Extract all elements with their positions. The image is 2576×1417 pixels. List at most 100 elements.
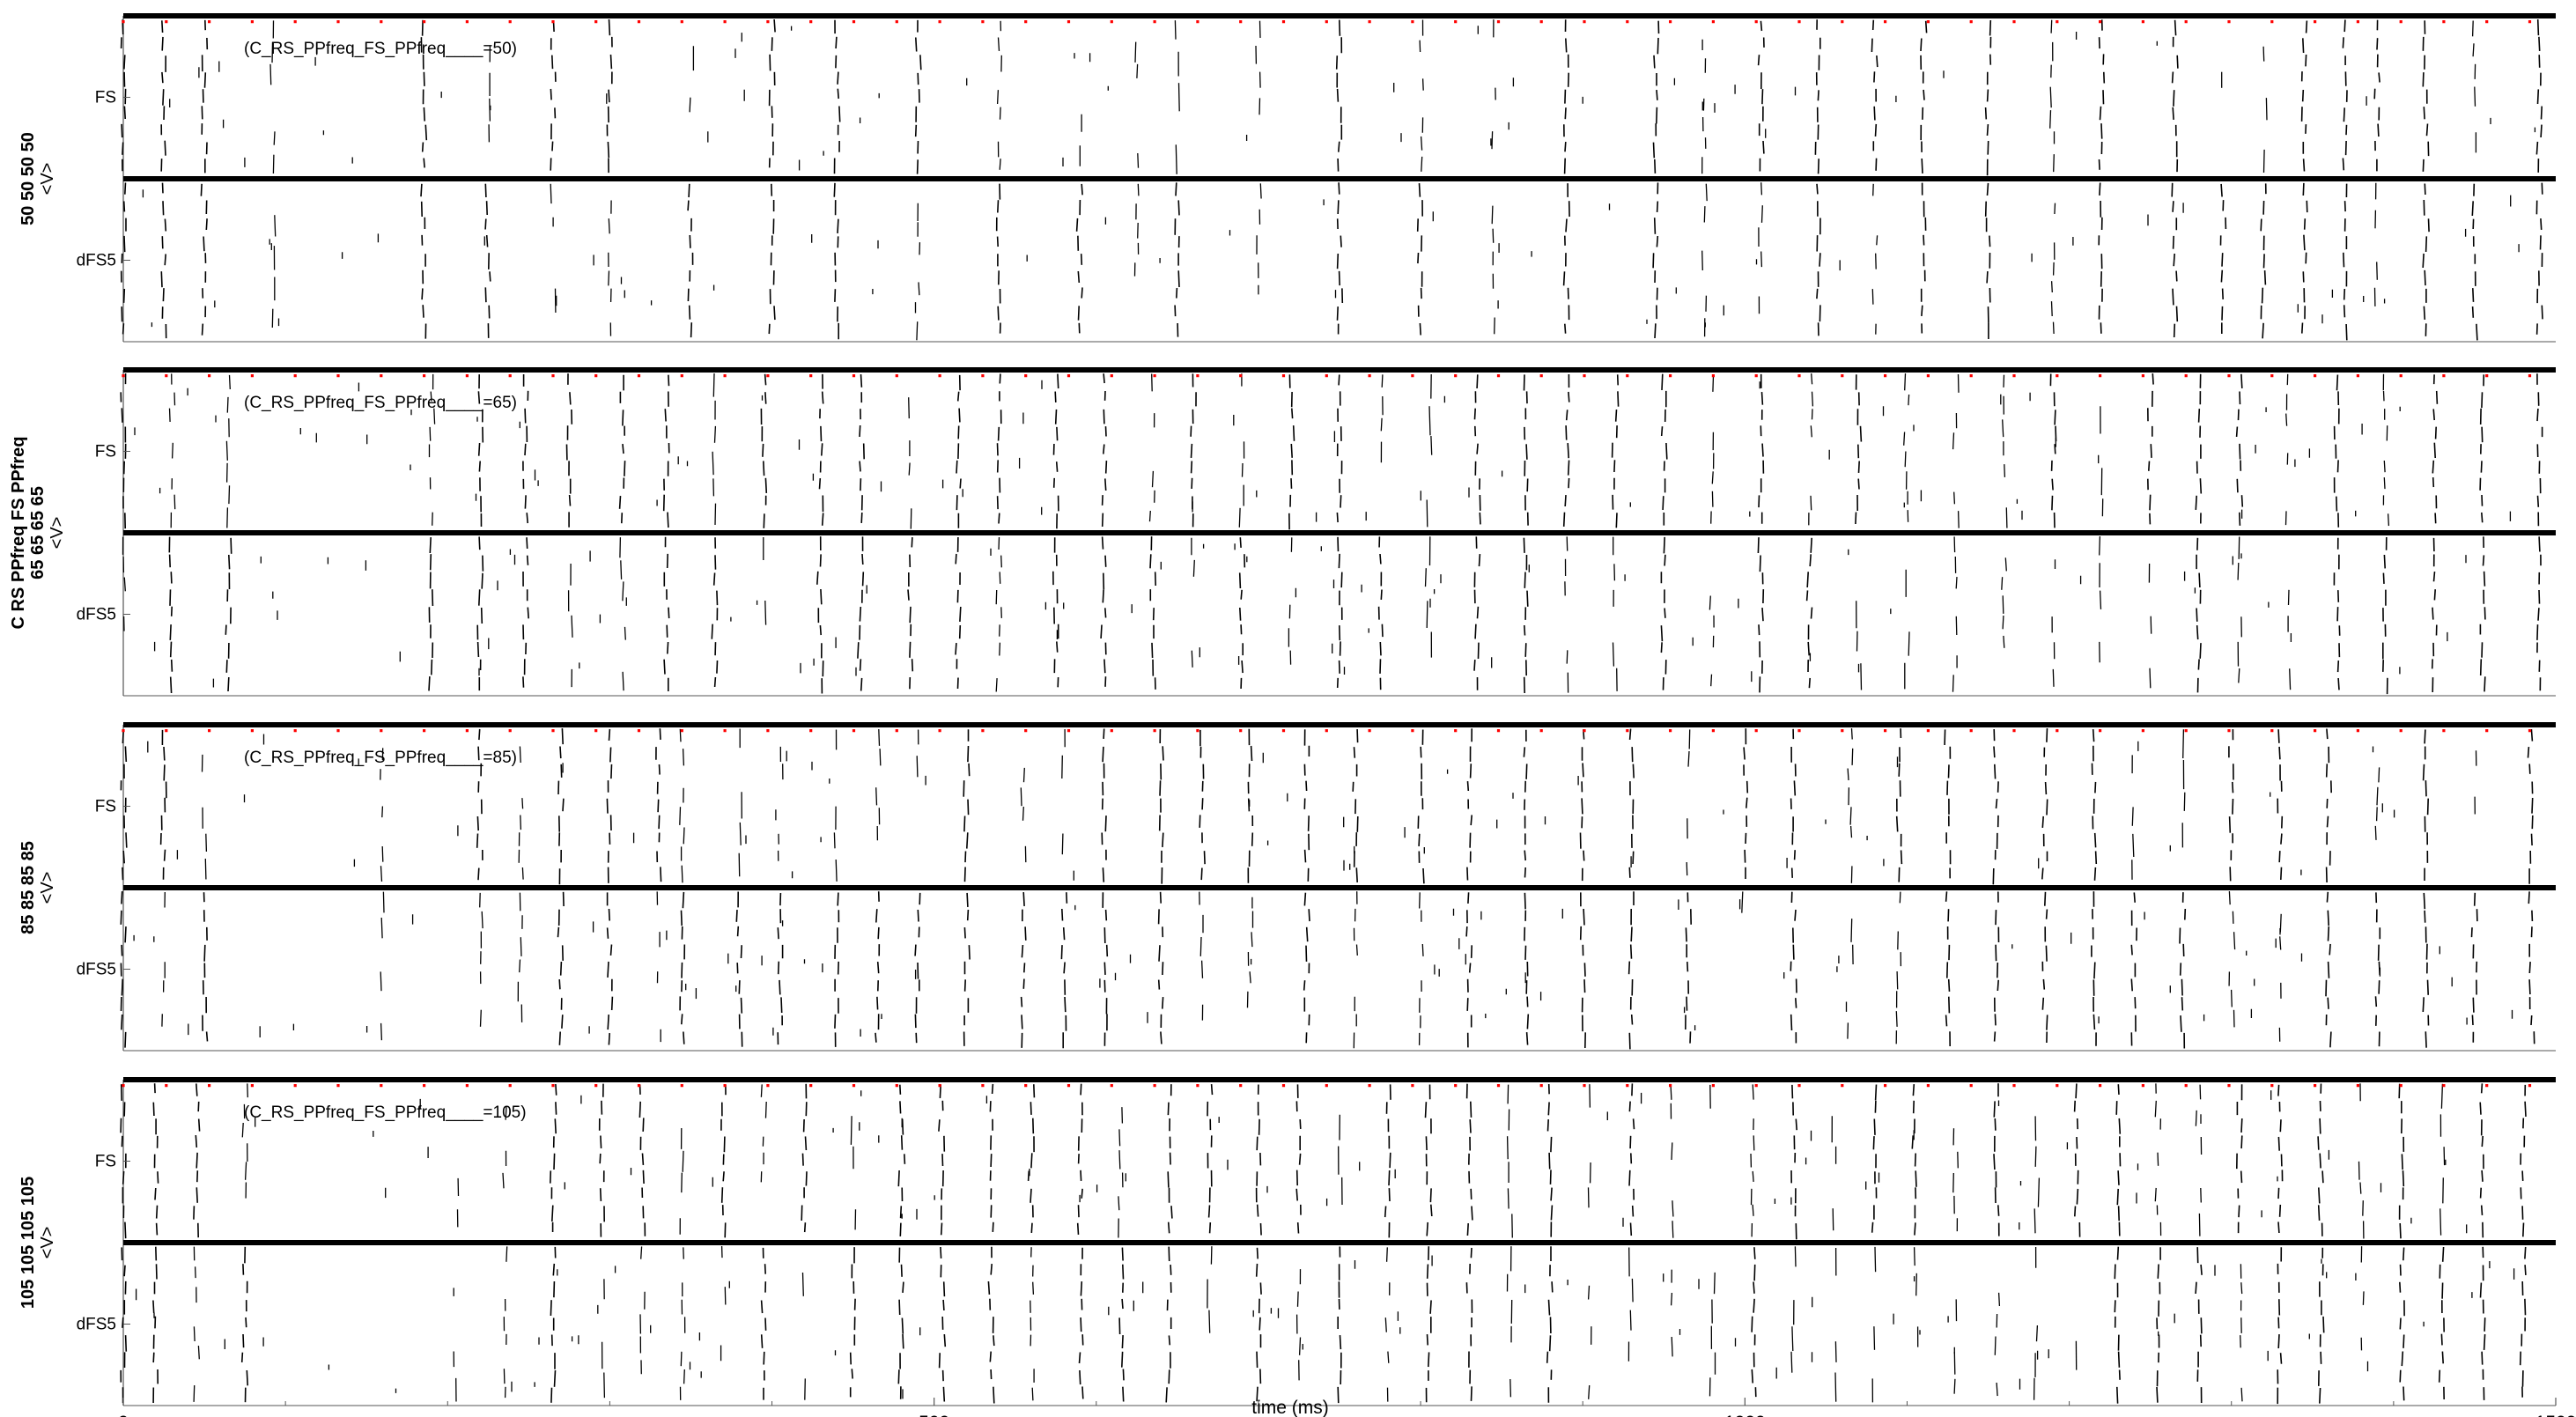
spike-burst	[2049, 19, 2056, 173]
spike-burst	[618, 374, 626, 524]
spike-burst	[2228, 890, 2236, 1028]
spike-burst	[996, 373, 1002, 524]
spike-burst	[1871, 1246, 1877, 1403]
spike-burst	[456, 1177, 460, 1228]
spike-burst	[679, 1247, 686, 1400]
spike-burst	[963, 892, 971, 1046]
input-dot-row	[122, 1084, 2532, 1088]
spike-burst	[1079, 114, 1082, 166]
spike-burst	[522, 374, 529, 524]
spike-burst	[1238, 373, 1245, 528]
ylabel-line: 105 105 105 105	[18, 1177, 38, 1309]
spike-burst	[1491, 205, 1495, 335]
spike-burst	[2471, 183, 2478, 341]
spike-burst	[638, 1084, 646, 1236]
spike-burst	[2219, 183, 2227, 334]
spike-burst	[2277, 729, 2284, 881]
spike-burst	[907, 537, 914, 690]
spike-burst	[2073, 1083, 2081, 1237]
spike-burst	[428, 373, 436, 526]
spike-burst	[914, 203, 921, 341]
spike-burst	[2148, 563, 2152, 689]
spike-burst	[1984, 19, 1992, 176]
spike-burst	[1118, 1107, 1124, 1238]
spike-burst	[2228, 728, 2234, 882]
x-axis: 0 500 1000 1500	[118, 1398, 2576, 1417]
spike-burst	[1174, 20, 1180, 174]
spike-burst	[161, 891, 166, 1027]
spike-burst	[1741, 891, 1744, 913]
spike-burst	[857, 536, 865, 691]
spike-burst	[1165, 1246, 1172, 1403]
spike-burst	[1061, 728, 1066, 855]
spike-burst	[1904, 569, 1910, 690]
panel-ylabel: 50 50 50 50<V>	[18, 132, 57, 225]
spike-burst	[679, 1127, 684, 1235]
spike-burst	[2333, 374, 2340, 528]
spike-burst	[122, 536, 126, 631]
spike-burst	[679, 891, 686, 1044]
spike-burst	[1133, 183, 1140, 277]
fs-spikes	[120, 1083, 2527, 1240]
spike-burst	[1945, 891, 1951, 1047]
spike-burst	[1134, 41, 1140, 168]
spike-burst	[1856, 601, 1863, 690]
spike-burst	[2240, 1264, 2243, 1402]
spike-burst	[679, 728, 685, 883]
spike-burst	[2535, 182, 2543, 335]
spike-burst	[159, 729, 167, 880]
spike-burst	[1076, 1083, 1083, 1235]
sparse-spikes	[153, 543, 2467, 688]
spike-burst	[1466, 728, 1473, 881]
row-label-dfs5: dFS5	[77, 252, 116, 270]
spike-burst	[2262, 46, 2268, 173]
fs-spikes	[120, 18, 2543, 176]
spike-burst	[1660, 373, 1668, 526]
spike-burst	[1377, 536, 1384, 690]
spike-burst	[1831, 1116, 1837, 1231]
spike-burst	[1790, 1246, 1797, 1373]
sparse-spikes	[135, 1255, 2515, 1399]
spike-burst	[2100, 406, 2104, 517]
sparse-spikes	[142, 189, 2520, 328]
spike-burst	[2041, 727, 2048, 880]
input-dots	[122, 20, 2532, 24]
spike-burst	[1579, 729, 1585, 882]
spike-burst	[2114, 1246, 2121, 1404]
spike-burst	[241, 1083, 248, 1199]
panel-ylabel: C RS PPfreq FS PPfreq65 65 65 65<V>	[9, 437, 67, 630]
spike-burst	[1101, 373, 1108, 528]
input-dots	[122, 1084, 2532, 1088]
spike-burst	[1075, 183, 1083, 334]
input-dots	[122, 729, 2532, 733]
spike-burst	[2422, 183, 2430, 336]
spike-burst	[987, 1246, 995, 1404]
spike-burst	[1491, 19, 1496, 150]
spike-burst	[1612, 536, 1618, 691]
spike-burst	[1207, 1084, 1214, 1234]
spike-burst	[801, 1272, 806, 1400]
spike-burst	[956, 374, 962, 528]
spike-burst	[225, 374, 231, 528]
spike-burst	[271, 215, 277, 328]
spike-burst	[1052, 373, 1059, 529]
spike-burst	[2382, 373, 2390, 527]
spike-burst	[201, 19, 209, 173]
spike-burst	[200, 183, 208, 336]
spike-burst	[120, 891, 127, 1048]
spike-burst	[2325, 728, 2332, 883]
spike-burst	[712, 373, 717, 526]
spike-burst	[1944, 729, 1952, 879]
spike-burst	[914, 892, 921, 1044]
spike-burst	[1660, 536, 1667, 690]
spike-burst	[1814, 19, 1821, 174]
spike-burst	[2398, 1083, 2405, 1239]
sparse-spikes	[134, 380, 2512, 522]
spike-burst	[2374, 767, 2380, 840]
spike-burst	[2091, 891, 2097, 1046]
spike-burst	[1562, 373, 1570, 527]
spike-burst	[2130, 892, 2137, 1046]
panels-group: FS dFS5 (C_RS_PPfreq_FS_PPfreq____=50) 50 5…	[9, 13, 2556, 1406]
spike-burst	[1255, 1084, 1262, 1236]
spike-burst	[963, 729, 971, 882]
